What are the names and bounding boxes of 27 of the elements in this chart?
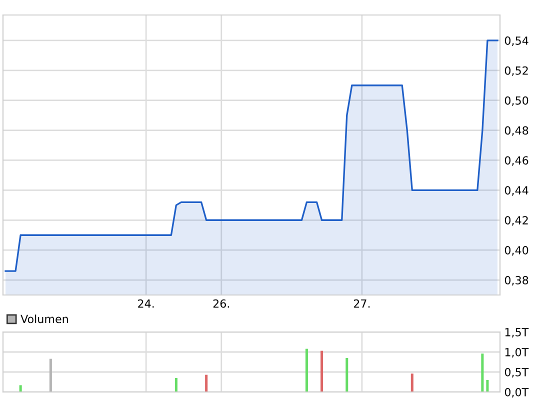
bar (486, 380, 489, 392)
y-tick-label: 0,42 (504, 216, 528, 226)
bar (320, 350, 324, 392)
bar (205, 374, 208, 392)
y-tick-label: 0,54 (504, 36, 528, 46)
y-tick-label: 0,0T (504, 388, 529, 398)
bar (19, 385, 22, 392)
y-tick-label: 0,44 (504, 186, 528, 196)
bar (410, 374, 414, 392)
x-tick-label: 26. (213, 299, 230, 308)
y-tick-label: 0,40 (504, 246, 528, 256)
y-tick-label: 0,38 (504, 276, 528, 286)
y-tick-label: 0,50 (504, 96, 528, 106)
legend-label: Volumen (20, 314, 68, 324)
y-tick-label: 1,5T (505, 328, 529, 338)
bar (346, 358, 348, 392)
bar (305, 348, 308, 392)
bar (174, 378, 178, 392)
x-tick-label: 24. (138, 299, 154, 308)
y-tick-label: 0,52 (504, 66, 528, 76)
y-tick-label: 0,46 (504, 156, 528, 166)
bar (481, 354, 484, 392)
y-tick-label: 0,5T (504, 368, 529, 378)
bar (49, 358, 52, 392)
y-tick-label: 0,48 (504, 126, 528, 136)
y-tick-label: 1,0T (505, 348, 529, 358)
x-tick-label: 27. (354, 299, 370, 308)
